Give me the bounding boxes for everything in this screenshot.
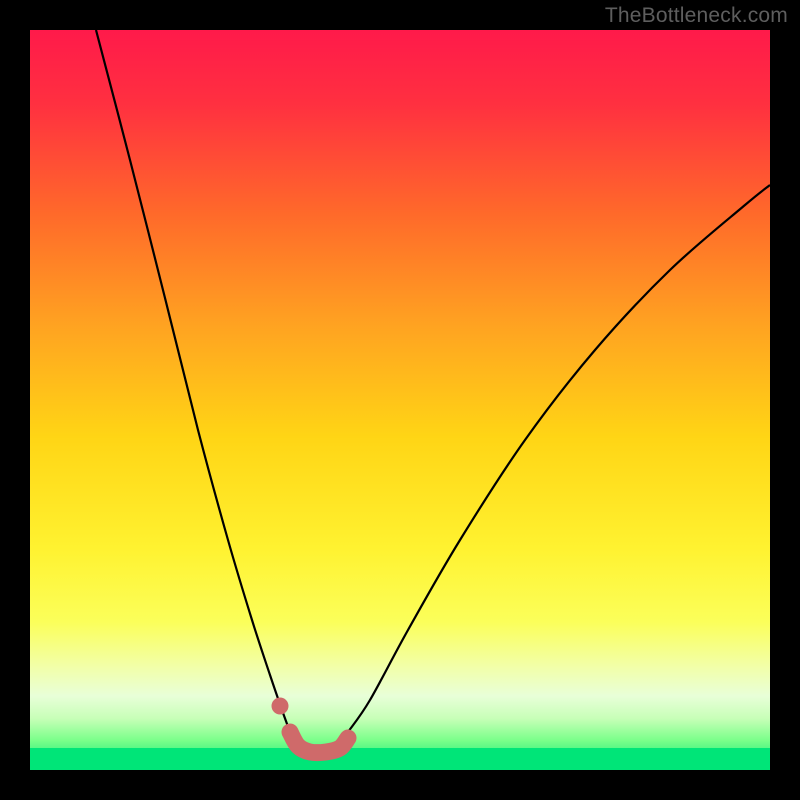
right-curve [348, 185, 770, 732]
watermark-text: TheBottleneck.com [605, 4, 788, 28]
plot-area [30, 30, 770, 770]
valley-marker-dot [272, 698, 289, 715]
curve-layer [30, 30, 770, 770]
chart-outer: TheBottleneck.com [0, 0, 800, 800]
valley-marker-stroke [290, 732, 348, 753]
left-curve [96, 30, 290, 732]
